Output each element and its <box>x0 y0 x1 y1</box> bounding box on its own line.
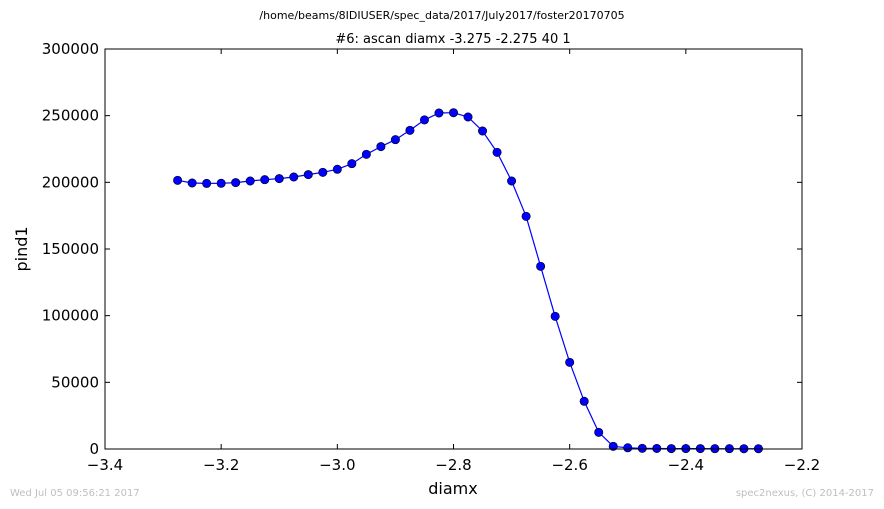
data-point <box>493 148 501 156</box>
data-point <box>551 312 559 320</box>
y-tick-label: 0 <box>89 440 99 458</box>
data-point <box>449 109 457 117</box>
data-point <box>580 397 588 405</box>
y-tick-label: 300000 <box>42 40 99 58</box>
y-tick-label: 250000 <box>42 107 99 125</box>
data-point <box>536 262 544 270</box>
footer-timestamp: Wed Jul 05 09:56:21 2017 <box>10 488 140 499</box>
data-point <box>420 116 428 124</box>
data-point <box>333 165 341 173</box>
data-point <box>377 142 385 150</box>
data-point <box>319 168 327 176</box>
series-line <box>178 113 759 449</box>
y-tick-label: 200000 <box>42 173 99 191</box>
data-point <box>507 177 515 185</box>
data-point <box>522 212 530 220</box>
y-tick-label: 150000 <box>42 240 99 258</box>
data-point <box>261 175 269 183</box>
data-point <box>173 176 181 184</box>
y-axis-label: pind1 <box>12 226 31 271</box>
data-point <box>290 173 298 181</box>
data-point <box>231 178 239 186</box>
data-point <box>565 358 573 366</box>
x-tick-label: −3.4 <box>87 456 123 474</box>
data-point <box>202 179 210 187</box>
x-tick-label: −3.2 <box>203 456 239 474</box>
data-point <box>406 126 414 134</box>
data-point <box>595 428 603 436</box>
footer-credit: spec2nexus, (C) 2014-2017 <box>736 488 874 499</box>
data-point <box>304 170 312 178</box>
data-point <box>188 179 196 187</box>
data-point <box>217 179 225 187</box>
data-point <box>653 444 661 452</box>
data-point <box>478 127 486 135</box>
data-point <box>246 177 254 185</box>
series-group <box>173 109 762 453</box>
x-tick-label: −3.0 <box>319 456 355 474</box>
x-tick-label: −2.6 <box>551 456 587 474</box>
data-point <box>391 135 399 143</box>
data-point <box>638 444 646 452</box>
data-point <box>435 109 443 117</box>
chart-title: #6: ascan diamx -3.275 -2.275 40 1 <box>335 32 570 47</box>
data-point <box>624 444 632 452</box>
x-tick-label: −2.8 <box>435 456 471 474</box>
x-tick-label: −2.2 <box>784 456 820 474</box>
data-point <box>275 174 283 182</box>
x-axis-label: diamx <box>428 479 477 498</box>
x-tick-label: −2.4 <box>668 456 704 474</box>
data-point <box>362 150 370 158</box>
data-point <box>348 159 356 167</box>
data-point <box>464 113 472 121</box>
y-tick-label: 100000 <box>42 307 99 325</box>
y-tick-label: 50000 <box>51 373 99 391</box>
axis-ticks: −3.4 −3.2 −3.0 −2.8 −2.6 −2.4 −2.2 0 50000 100000… <box>42 40 820 474</box>
